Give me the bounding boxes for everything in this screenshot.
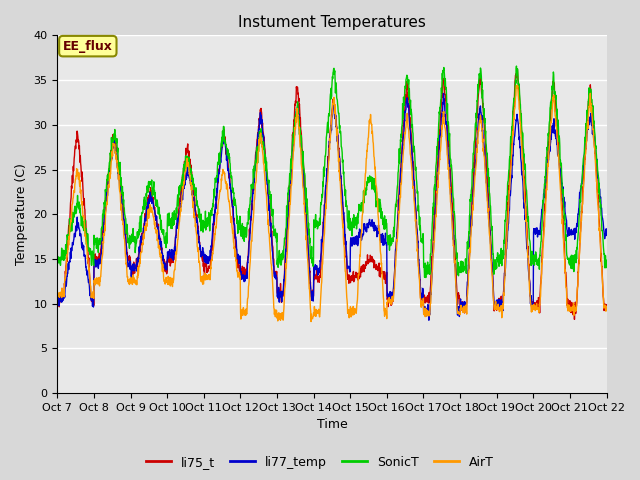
li75_t <box>54 300 61 305</box>
SonicT <box>513 63 520 69</box>
SonicT <box>280 242 288 248</box>
AirT <box>54 295 61 301</box>
AirT <box>280 300 288 305</box>
li77_temp <box>259 133 267 139</box>
li77_temp <box>278 289 285 295</box>
Line: li75_t: li75_t <box>58 69 607 319</box>
Line: AirT: AirT <box>58 85 607 322</box>
li75_t <box>280 277 288 283</box>
SonicT <box>278 260 285 265</box>
Title: Instument Temperatures: Instument Temperatures <box>238 15 426 30</box>
li77_temp <box>280 278 288 284</box>
li75_t <box>603 307 611 313</box>
X-axis label: Time: Time <box>317 419 348 432</box>
li77_temp <box>85 277 93 283</box>
li75_t <box>171 246 179 252</box>
AirT <box>513 83 520 88</box>
AirT <box>307 319 315 324</box>
Legend: li75_t, li77_temp, SonicT, AirT: li75_t, li77_temp, SonicT, AirT <box>141 451 499 474</box>
SonicT <box>85 245 93 251</box>
li77_temp <box>603 232 611 238</box>
li75_t <box>278 300 285 305</box>
SonicT <box>429 217 436 223</box>
li75_t <box>513 66 521 72</box>
AirT <box>85 267 93 273</box>
SonicT <box>54 258 61 264</box>
SonicT <box>603 263 611 269</box>
AirT <box>429 266 436 272</box>
Text: EE_flux: EE_flux <box>63 40 113 53</box>
SonicT <box>259 147 267 153</box>
li75_t <box>571 316 579 322</box>
AirT <box>603 306 611 312</box>
li75_t <box>85 255 93 261</box>
li75_t <box>259 128 267 134</box>
Line: SonicT: SonicT <box>58 66 607 277</box>
li77_temp <box>425 317 433 323</box>
SonicT <box>422 275 429 280</box>
SonicT <box>171 216 179 222</box>
AirT <box>278 315 285 321</box>
AirT <box>171 267 179 273</box>
li77_temp <box>429 255 436 261</box>
Y-axis label: Temperature (C): Temperature (C) <box>15 163 28 265</box>
Line: li77_temp: li77_temp <box>58 94 607 320</box>
li77_temp <box>440 91 447 96</box>
li75_t <box>428 257 436 263</box>
AirT <box>259 151 267 156</box>
li77_temp <box>54 297 61 303</box>
li77_temp <box>171 244 179 250</box>
